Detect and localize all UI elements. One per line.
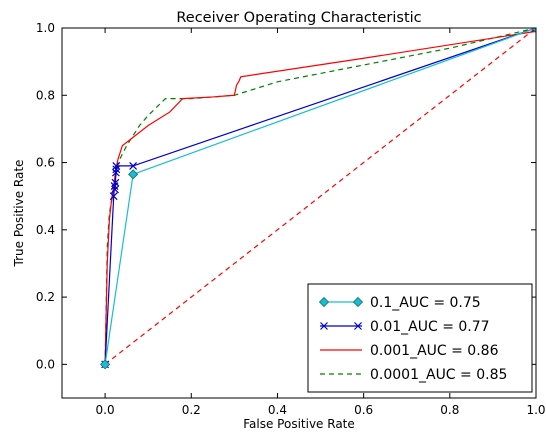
data-point-0	[530, 28, 536, 34]
legend-label: 0.001_AUC = 0.86	[370, 343, 499, 359]
x-tick-label: 0.6	[354, 403, 373, 417]
chance-line	[104, 28, 536, 365]
legend-label: 0.0001_AUC = 0.85	[370, 367, 507, 383]
chart-title: Receiver Operating Characteristic	[176, 10, 421, 26]
data-point-1	[111, 185, 119, 194]
legend-label: 0.1_AUC = 0.75	[370, 295, 481, 311]
data-point-1	[129, 161, 138, 170]
data-point-1	[109, 192, 118, 201]
series-line-2	[104, 30, 536, 365]
data-point-0	[128, 169, 139, 180]
legend: 0.1_AUC = 0.75 0.01_AUC = 0.77 0.001_AUC =…	[307, 283, 533, 393]
y-tick-label: 0.6	[36, 156, 55, 170]
y-tick-label: 0.0	[36, 357, 55, 371]
x-tick-label: 0.2	[182, 403, 201, 417]
y-tick-label: 1.0	[36, 21, 55, 35]
y-axis-title: True Positive Rate	[12, 160, 26, 268]
data-point-1	[111, 168, 120, 177]
data-point-1	[111, 178, 120, 187]
legend-marker	[352, 296, 364, 308]
legend-label: 0.01_AUC = 0.77	[370, 319, 490, 335]
legend-marker	[354, 322, 362, 330]
data-point-0	[100, 359, 111, 370]
data-point-1	[112, 161, 121, 170]
x-tick-label: 1.0	[526, 403, 545, 417]
x-tick-label: 0.0	[96, 403, 115, 417]
x-axis-title: False Positive Rate	[243, 417, 355, 431]
data-point-1	[112, 165, 121, 174]
y-tick-label: 0.8	[36, 88, 55, 102]
legend-marker	[318, 296, 330, 308]
x-tick-label: 0.8	[440, 403, 459, 417]
axis-ticks: 0.0 0.2 0.4 0.6 0.8 1.0 0.0 0.2 0.4 0.6 0.8 1.0	[36, 21, 546, 417]
y-tick-label: 0.2	[36, 290, 55, 304]
plot-area	[100, 28, 536, 370]
plot-frame	[61, 27, 537, 399]
y-tick-label: 0.4	[36, 223, 55, 237]
legend-marker	[320, 322, 328, 330]
x-tick-label: 0.4	[268, 403, 287, 417]
